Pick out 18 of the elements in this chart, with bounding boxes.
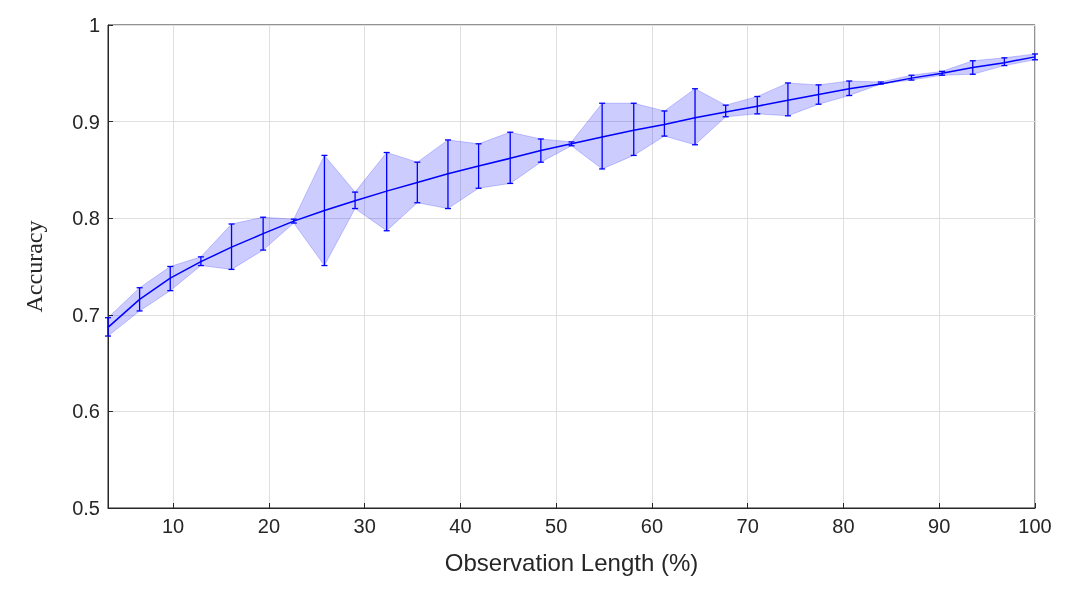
x-tick-label: 10 [161,515,185,537]
y-tick-label: 0.5 [72,497,100,519]
x-tick-label: 80 [832,515,855,537]
y-tick-label: 1 [88,14,100,36]
x-tick-label: 30 [353,515,376,537]
x-axis-title: Observation Length (%) [444,548,699,576]
y-tick-label: 0.6 [72,400,100,423]
x-tick-label: 70 [736,515,759,537]
y-tick-label: 0.9 [72,110,100,133]
y-tick-label: 0.8 [72,207,100,230]
x-tick-label: 90 [928,515,951,537]
x-tick-label: 60 [640,515,664,537]
x-tick-label: 20 [257,515,281,537]
y-axis-title: Accuracy [21,220,47,313]
x-tick-label: 40 [449,515,472,537]
y-tick-label: 0.7 [72,303,100,326]
x-tick-label: 100 [1018,515,1052,537]
x-tick-label: 50 [545,515,568,537]
